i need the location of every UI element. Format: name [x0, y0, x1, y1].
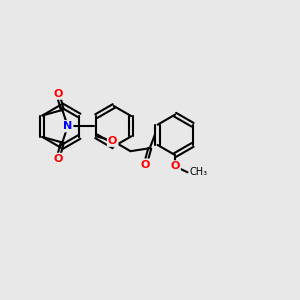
Text: O: O: [53, 88, 63, 99]
Text: O: O: [53, 154, 63, 164]
Text: N: N: [63, 121, 72, 131]
Text: O: O: [141, 160, 150, 170]
Text: O: O: [108, 136, 117, 146]
Text: CH₃: CH₃: [190, 167, 208, 177]
Text: O: O: [170, 161, 180, 171]
